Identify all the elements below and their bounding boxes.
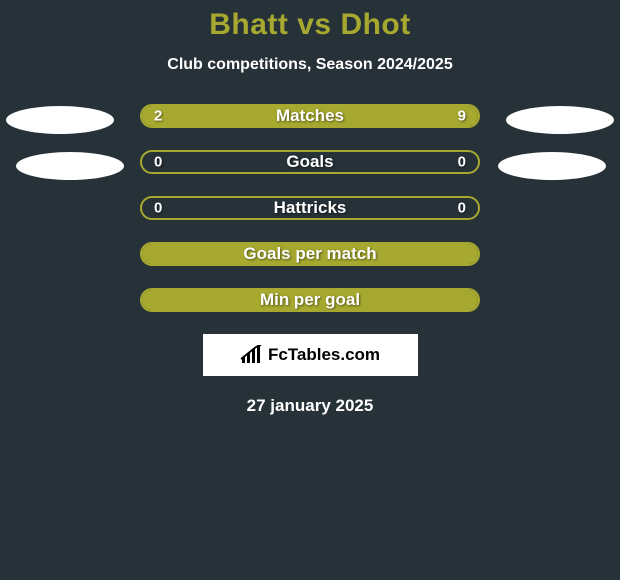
bar-chart-icon xyxy=(240,345,264,365)
brand-badge[interactable]: FcTables.com xyxy=(203,334,418,376)
stat-bar-hattricks: 0 Hattricks 0 xyxy=(140,196,480,220)
stats-area: 2 Matches 9 0 Goals 0 0 Hattricks 0 Goal… xyxy=(0,104,620,312)
page-title: Bhatt vs Dhot xyxy=(0,8,620,42)
player-left-avatar xyxy=(6,106,114,134)
brand-text: FcTables.com xyxy=(268,345,380,365)
comparison-card: Bhatt vs Dhot Club competitions, Season … xyxy=(0,0,620,416)
team-left-avatar xyxy=(16,152,124,180)
stat-bar-goals: 0 Goals 0 xyxy=(140,150,480,174)
stat-value-right: 0 xyxy=(458,154,466,171)
stat-label: Min per goal xyxy=(142,290,478,310)
stat-label: Goals per match xyxy=(142,244,478,264)
page-subtitle: Club competitions, Season 2024/2025 xyxy=(0,56,620,74)
stat-label: Matches xyxy=(142,106,478,126)
stat-label: Goals xyxy=(142,152,478,172)
stat-value-right: 9 xyxy=(458,108,466,125)
stat-value-right: 0 xyxy=(458,200,466,217)
stat-bar-matches: 2 Matches 9 xyxy=(140,104,480,128)
team-right-avatar xyxy=(498,152,606,180)
stat-label: Hattricks xyxy=(142,198,478,218)
stat-bar-min-per-goal: Min per goal xyxy=(140,288,480,312)
date-label: 27 january 2025 xyxy=(0,396,620,416)
stat-bar-goals-per-match: Goals per match xyxy=(140,242,480,266)
player-right-avatar xyxy=(506,106,614,134)
